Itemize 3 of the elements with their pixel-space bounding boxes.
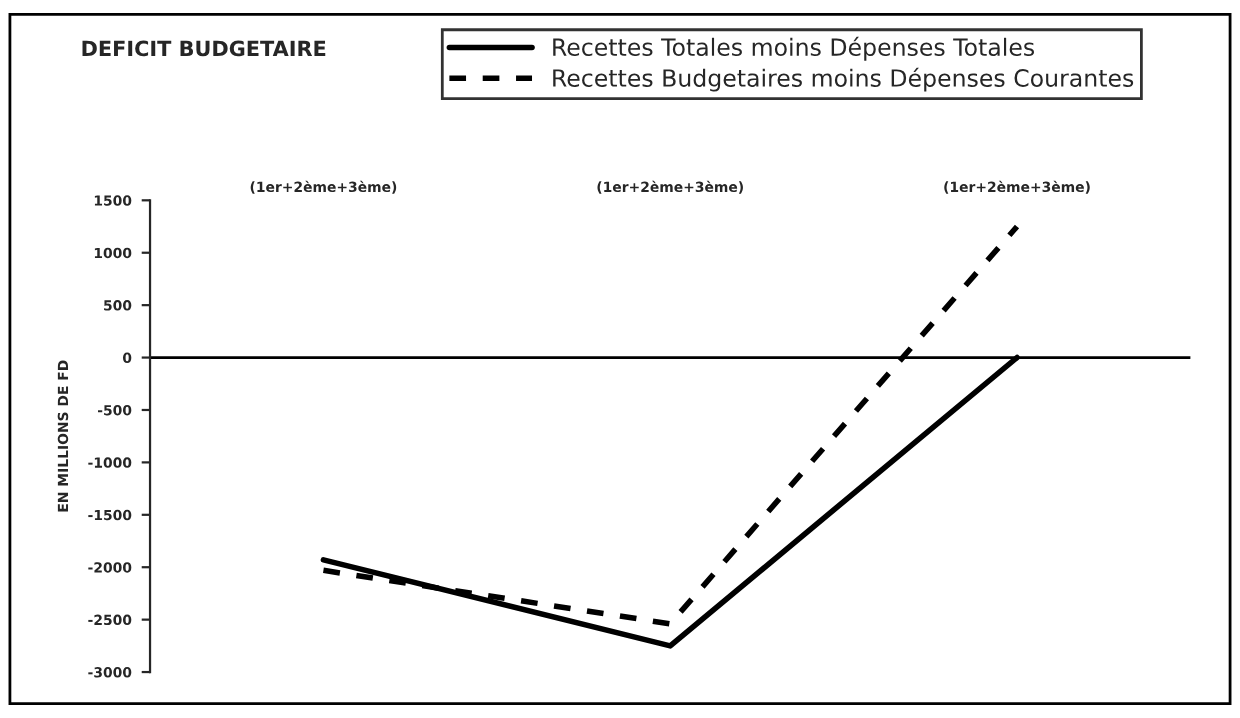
legend-label: Recettes Budgetaires moins Dépenses Courantes [553,67,1134,92]
chart-title: DEFICIT BUDGETAIRE [82,40,326,57]
legend-label: Recettes Totales moins Dépenses Totales [553,36,1035,61]
